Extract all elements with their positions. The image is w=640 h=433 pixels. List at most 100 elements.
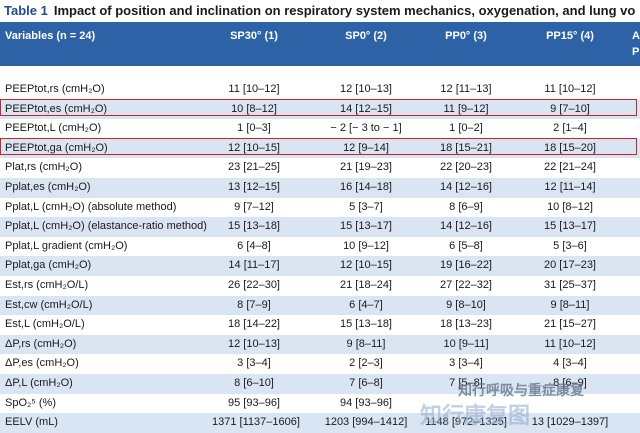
row-value-v3: 19 [16–22] — [440, 259, 492, 272]
row-value-v4: 11 [10–12] — [544, 337, 596, 350]
table-number: Table 1 — [4, 3, 48, 18]
row-value-v2: 21 [19–23] — [340, 161, 392, 174]
header-pp15: PP15° (4) — [546, 30, 594, 42]
row-value-v1: 1 [0–3] — [237, 122, 271, 135]
row-value-v4: 11 [10–12] — [544, 83, 596, 95]
row-value-v1: 1371 [1137–1606] — [212, 416, 300, 429]
row-value-v1: 6 [4–8] — [237, 239, 271, 252]
row-label: Pplat,L gradient (cmH₂O) — [5, 239, 128, 252]
table-row: PEEPtot,L (cmH₂O) 1 [0–3] − 2 [− 3 to − 1]… — [0, 119, 640, 139]
row-value-v3: 3 [3–4] — [449, 357, 483, 370]
row-value-v1: 10 [8–12] — [231, 102, 277, 115]
header-pp0: PP0° (3) — [445, 30, 487, 42]
row-value-v4: 18 [15–20] — [544, 141, 596, 154]
row-label: EELV (mL) — [5, 416, 58, 429]
table-body: PEEPtot,rs (cmH₂O) 11 [10–12] 12 [10–13] 12… — [0, 80, 640, 433]
row-value-v3: 6 [5–8] — [449, 239, 483, 252]
row-label: Est,cw (cmH₂O/L) — [5, 298, 93, 311]
row-value-v2: 7 [6–8] — [349, 376, 383, 389]
row-value-v3: 18 [15–21] — [440, 141, 492, 154]
table-row: Pplat,L (cmH₂O) (elastance-ratio method)… — [0, 217, 640, 237]
row-value-v4: 9 [8–11] — [550, 298, 590, 311]
row-label: ΔP,es (cmH₂O) — [5, 357, 79, 370]
row-value-v3: 10 [9–11] — [443, 337, 489, 350]
table-row: ΔP,rs (cmH₂O) 12 [10–13] 9 [8–11] 10 [9–11]… — [0, 334, 640, 355]
row-value-v3: 27 [22–32] — [440, 278, 492, 291]
row-label: ΔP,rs (cmH₂O) — [5, 337, 77, 350]
table-row: EELV (mL) 1371 [1137–1606] 1203 [994–1412]… — [0, 413, 640, 433]
table-row: PEEPtot,rs (cmH₂O) 11 [10–12] 12 [10–13] 12… — [0, 80, 640, 100]
row-value-v4: 8 [6–9] — [553, 376, 587, 389]
row-value-v1: 3 [3–4] — [237, 357, 271, 370]
row-label: PEEPtot,rs (cmH₂O) — [5, 83, 105, 95]
row-value-v1: 95 [93–96] — [228, 396, 280, 409]
row-value-v4: 5 [3–6] — [553, 239, 587, 252]
row-label: Pplat,L (cmH₂O) (absolute method) — [5, 200, 177, 213]
row-value-v4: 4 [3–4] — [553, 357, 587, 370]
row-label: PEEPtot,es (cmH₂O) — [5, 102, 108, 115]
header-col5-line2: P — [632, 46, 640, 58]
row-value-v2: 14 [12–15] — [340, 102, 392, 115]
row-value-v2: 9 [8–11] — [346, 337, 386, 350]
header-spacer — [0, 66, 640, 80]
row-label: ΔP,L (cmH₂O) — [5, 376, 73, 389]
row-value-v3: 22 [20–23] — [440, 161, 492, 174]
table-header: Variables (n = 24) SP30° (1) SP0° (2) PP… — [0, 22, 640, 66]
row-label: Plat,rs (cmH₂O) — [5, 161, 82, 174]
row-value-v3: 1148 [972–1325] — [425, 416, 507, 429]
row-value-v3: 11 [9–12] — [443, 102, 489, 115]
table-row: Pplat,L (cmH₂O) (absolute method) 9 [7–12… — [0, 198, 640, 218]
row-value-v1: 11 [10–12] — [228, 83, 280, 95]
row-value-v1: 13 [12–15] — [228, 180, 280, 193]
table-caption: Table 1 Impact of position and inclinatio… — [4, 0, 635, 22]
row-value-v1: 18 [14–22] — [228, 318, 280, 331]
row-value-v2: − 2 [− 3 to − 1] — [330, 122, 402, 135]
row-label: Est,L (cmH₂O/L) — [5, 318, 85, 331]
row-value-v1: 12 [10–15] — [228, 141, 280, 154]
row-value-v3: 12 [11–13] — [440, 83, 492, 95]
row-value-v2: 15 [13–17] — [340, 220, 392, 233]
table-row: SpO₂⁵ (%) 95 [93–96] 94 [93–96] — [0, 394, 640, 414]
row-value-v2: 21 [18–24] — [340, 278, 392, 291]
table-title: Impact of position and inclination on re… — [53, 3, 636, 18]
row-value-v4: 21 [15–27] — [544, 318, 596, 331]
row-label: Pplat,ga (cmH₂O) — [5, 259, 92, 272]
table-row: Pplat,es (cmH₂O) 13 [12–15] 16 [14–18] 14 [… — [0, 177, 640, 198]
row-label: Est,rs (cmH₂O/L) — [5, 278, 89, 291]
row-value-v2: 12 [10–13] — [340, 83, 392, 95]
table-row: PEEPtot,ga (cmH₂O) 12 [10–15] 12 [9–14] 18 … — [0, 138, 640, 159]
row-value-v4: 13 [1029–1397] — [531, 416, 609, 429]
row-value-v3: 1 [0–2] — [449, 122, 483, 135]
row-value-v4: 2 [1–4] — [553, 122, 587, 135]
row-value-v1: 12 [10–13] — [228, 337, 280, 350]
row-value-v1: 9 [7–12] — [234, 200, 274, 213]
row-value-v3: 14 [12–16] — [440, 180, 492, 193]
row-value-v1: 23 [21–25] — [228, 161, 280, 174]
header-col5-line1: A — [632, 30, 640, 42]
table-row: Pplat,ga (cmH₂O) 14 [11–17] 12 [10–15] 19 [… — [0, 256, 640, 276]
table-row: Est,cw (cmH₂O/L) 8 [7–9] 6 [4–7] 9 [8–10] 9 … — [0, 295, 640, 316]
row-value-v3: 8 [6–9] — [449, 200, 483, 213]
table-row: ΔP,es (cmH₂O) 3 [3–4] 2 [2–3] 3 [3–4] 4 [3–4… — [0, 354, 640, 374]
header-sp0: SP0° (2) — [345, 30, 387, 42]
row-value-v1: 15 [13–18] — [228, 220, 280, 233]
row-label: PEEPtot,L (cmH₂O) — [5, 122, 102, 135]
row-value-v2: 12 [9–14] — [343, 141, 389, 154]
row-value-v4: 12 [11–14] — [544, 180, 596, 193]
row-value-v4: 22 [21–24] — [544, 161, 596, 174]
header-sp30: SP30° (1) — [230, 30, 278, 42]
header-variables: Variables (n = 24) — [5, 30, 96, 42]
row-value-v1: 8 [6–10] — [234, 376, 274, 389]
row-value-v1: 14 [11–17] — [228, 259, 280, 272]
row-value-v2: 1203 [994–1412] — [324, 416, 408, 429]
row-label: SpO₂⁵ (%) — [5, 396, 57, 409]
row-value-v1: 26 [22–30] — [228, 278, 280, 291]
row-value-v2: 6 [4–7] — [349, 298, 383, 311]
row-value-v2: 16 [14–18] — [340, 180, 392, 193]
row-label: Pplat,L (cmH₂O) (elastance-ratio method) — [5, 220, 207, 233]
row-label: Pplat,es (cmH₂O) — [5, 180, 91, 193]
row-value-v3: 7 [5–8] — [449, 376, 483, 389]
row-value-v2: 15 [13–18] — [340, 318, 392, 331]
row-value-v2: 2 [2–3] — [349, 357, 383, 370]
row-label: PEEPtot,ga (cmH₂O) — [5, 141, 108, 154]
